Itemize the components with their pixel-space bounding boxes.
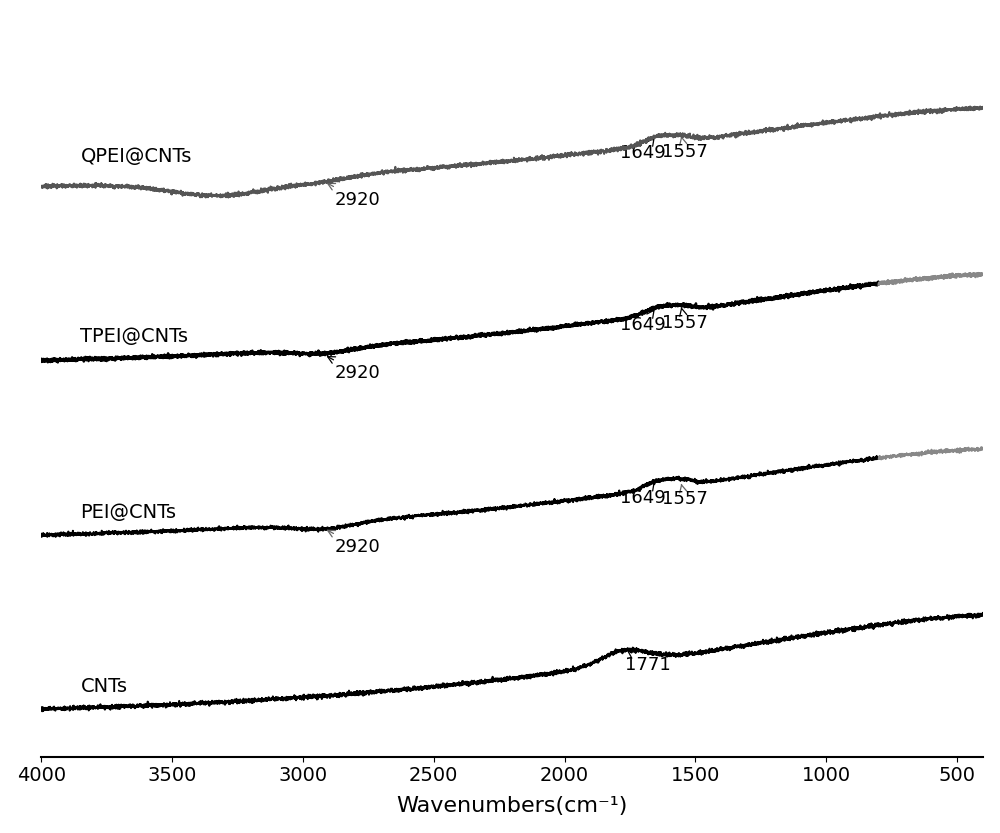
Text: 1771: 1771 bbox=[625, 651, 671, 675]
Text: 2920: 2920 bbox=[328, 357, 381, 382]
Text: 1649: 1649 bbox=[620, 483, 666, 506]
Text: 2920: 2920 bbox=[328, 531, 381, 556]
Text: 2920: 2920 bbox=[328, 183, 381, 208]
Text: PEI@CNTs: PEI@CNTs bbox=[80, 502, 176, 521]
X-axis label: Wavenumbers(cm⁻¹): Wavenumbers(cm⁻¹) bbox=[397, 796, 628, 816]
Text: 1649: 1649 bbox=[620, 138, 666, 162]
Text: 1649: 1649 bbox=[620, 311, 666, 334]
Text: CNTs: CNTs bbox=[80, 676, 127, 696]
Text: 1557: 1557 bbox=[662, 137, 708, 161]
Text: 1557: 1557 bbox=[662, 485, 708, 508]
Text: TPEI@CNTs: TPEI@CNTs bbox=[80, 327, 188, 346]
Text: QPEI@CNTs: QPEI@CNTs bbox=[80, 147, 192, 166]
Text: 1557: 1557 bbox=[662, 308, 708, 332]
